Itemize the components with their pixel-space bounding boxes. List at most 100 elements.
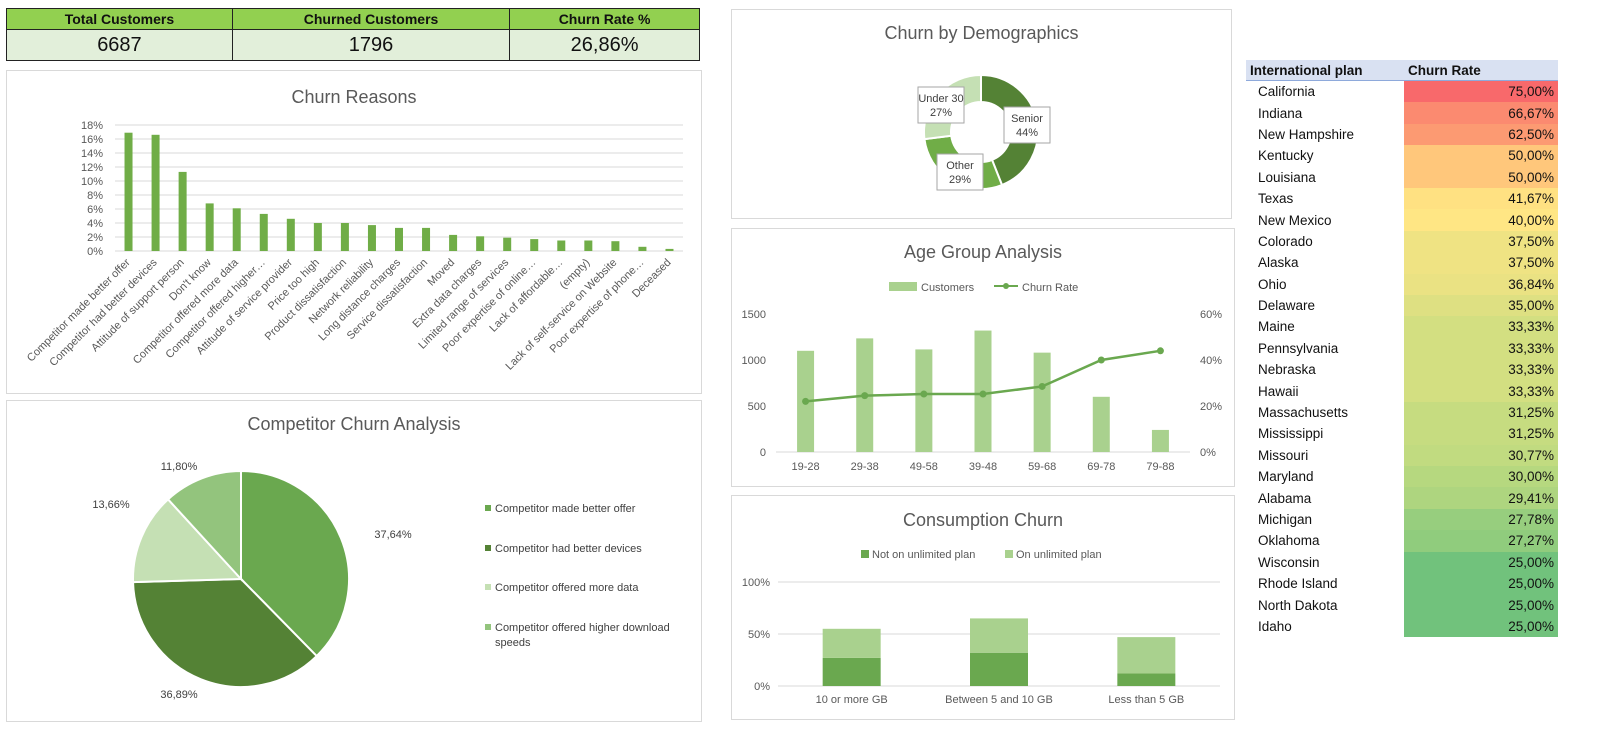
table-row: Missouri 30,77% [1246,444,1558,467]
y-tick-label: 18% [81,120,103,132]
stacked-bar-segment [822,657,881,686]
legend-label: Competitor made better offer [495,503,636,515]
demographics-panel[interactable]: Churn by Demographics Senior 44% Other 29% U… [731,9,1232,219]
stacked-bar-segment [1117,673,1176,686]
churned-customers-label: Churned Customers [231,8,511,30]
bar [124,132,133,251]
table-row: Maine 33,33% [1246,316,1558,338]
table-row: Alabama 29,41% [1246,487,1558,509]
table-row: Idaho 25,00% [1246,615,1558,638]
y-tick-label: 0 [760,447,766,459]
churn-rate-cell: 33,33% [1404,316,1558,338]
data-callout-category: Under 30 [918,93,963,105]
stacked-bar-segment [970,618,1028,653]
churn-rate-cell: 29,41% [1404,487,1558,509]
legend-label: Not on unlimited plan [872,549,975,561]
data-callout-box [936,153,984,191]
state-name: Michigan [1258,512,1313,527]
customers-bar [1033,352,1051,452]
y-tick-label: 50% [748,629,770,641]
data-callout-box [1003,106,1051,144]
bar [476,236,485,251]
consumption-chart: 0% 50% 100% 10 or more GB Between 5 and 10 G… [742,549,1220,706]
churn-rate-point [1038,382,1046,390]
legend-label: Competitor offered more data [495,582,639,594]
stacked-bar-segment [1117,637,1176,674]
x-tick-label: Competitor made better offer [25,256,133,364]
legend-marker [861,550,869,558]
churned-customers-value: 1796 [231,29,511,61]
bar [232,208,241,251]
competitor-churn-panel[interactable]: Competitor Churn Analysis 37,64% 36,89% 13… [6,400,702,722]
y-tick-label: 4% [87,218,103,230]
table-row: Indiana 66,67% [1246,102,1558,124]
legend-marker [485,624,491,630]
bar [638,246,647,251]
bar [205,203,214,251]
churn-rate-cell: 35,00% [1404,294,1558,317]
churn-rate-point [1097,356,1105,364]
stacked-bar-segment [822,628,881,658]
table-row: Kentucky 50,00% [1246,145,1558,167]
pie-slice [240,469,350,658]
legend-marker [485,505,491,511]
bar [557,240,566,251]
bar [503,237,512,251]
table-row: Pennsylvania 33,33% [1246,337,1558,360]
table-row: Michigan 27,78% [1246,508,1558,531]
table-row: New Mexico 40,00% [1246,209,1558,231]
bar [178,171,187,251]
y-tick-label: 12% [81,162,103,174]
state-name: Alaska [1258,255,1299,271]
y2-tick-label: 60% [1200,309,1222,321]
churn-rate-point [861,392,869,400]
legend-marker [485,545,491,551]
data-callout-value: 44% [1016,127,1038,139]
churn-rate-cell: 75,00% [1404,80,1558,103]
churn-reasons-chart: 0% 2% 4% 6% 8% 10% 12% 14% 16% 18% Competitor made… [25,120,683,373]
age-group-panel[interactable]: Age Group Analysis 0 500 1000 1500 0% 20% 40% 6… [731,228,1235,487]
churn-rate-cell: 33,33% [1404,380,1558,402]
x-tick-label: 19-28 [792,461,820,473]
bar [259,213,268,251]
y-tick-label: 8% [87,190,103,202]
churn-rate-point [1156,347,1164,355]
state-name: Pennsylvania [1258,340,1339,356]
competitor-churn-chart: 37,64% 36,89% 13,66% 11,80% Competitor made … [92,461,669,701]
churn-rate-value: 26,86% [509,29,700,61]
churn-rate-label: Churn Rate % [509,8,700,30]
data-callout-category: Senior [1011,113,1043,125]
legend-marker-churn-rate-dot [1003,283,1009,289]
pie-value-label: 13,66% [92,499,130,511]
legend-label-churn-rate: Churn Rate [1022,282,1078,294]
churn-reasons-panel[interactable]: Churn Reasons 0% 2% 4% 6% 8% 10% 12% 14% 16% 18% C… [6,70,702,394]
y-tick-label: 0% [87,246,103,258]
state-name: Maine [1258,319,1295,335]
consumption-title: Consumption Churn [902,510,1064,530]
stacked-bar-segment [970,652,1028,686]
bar [367,225,376,251]
table-row: Rhode Island 25,00% [1246,572,1558,595]
churn-rate-cell: 50,00% [1404,145,1558,167]
table-row: Colorado 37,50% [1246,230,1558,253]
y2-tick-label: 0% [1200,447,1216,459]
y-tick-label: 1000 [742,355,766,367]
state-name: Nebraska [1258,362,1316,378]
churn-rate-cell: 27,27% [1404,530,1558,552]
pie-value-label: 36,89% [160,689,198,701]
state-name: Wisconsin [1258,554,1320,570]
y-tick-label: 0% [754,681,770,693]
churn-rate-point [920,390,928,398]
consumption-panel[interactable]: Consumption Churn 0% 50% 100% 10 or more GB… [731,495,1235,720]
legend-marker [485,584,491,590]
legend-marker [1005,550,1013,558]
churn-reasons-title: Churn Reasons [291,87,417,107]
churn-rate-cell: 25,00% [1404,594,1558,616]
x-tick-label: 59-68 [1028,461,1056,473]
churn-rate-cell: 25,00% [1404,551,1558,573]
table-row: Massachusetts 31,25% [1246,401,1558,424]
state-name: Texas [1258,191,1294,207]
state-name: Rhode Island [1258,576,1338,592]
table-row: Oklahoma 27,27% [1246,530,1558,552]
churn-rate-cell: 41,67% [1404,187,1558,210]
